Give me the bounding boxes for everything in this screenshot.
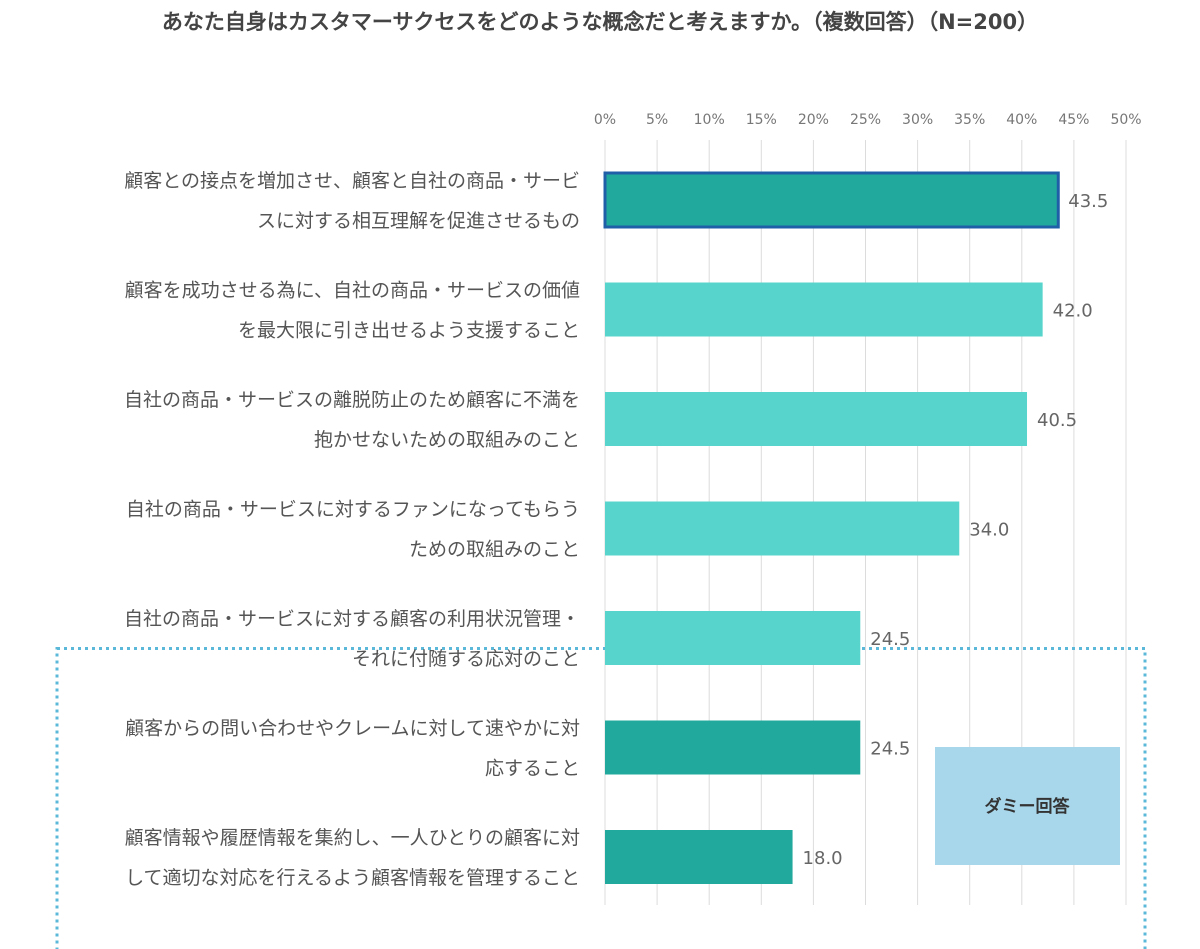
x-tick-label: 35% <box>954 112 985 128</box>
category-label: 顧客情報や履歴情報を集約し、一人ひとりの顧客に対 <box>125 827 580 849</box>
category-labels: 顧客との接点を増加させ、顧客と自社の商品・サービスに対する相互理解を促進させるも… <box>124 170 580 889</box>
x-tick-label: 25% <box>850 112 881 128</box>
bar <box>605 830 793 884</box>
bar <box>605 611 861 665</box>
dummy-answer-box: ダミー回答 <box>935 747 1120 865</box>
category-label: 顧客との接点を増加させ、顧客と自社の商品・サービ <box>124 170 580 192</box>
dummy-answer-group <box>55 647 1147 949</box>
data-label: 24.5 <box>870 629 910 650</box>
data-label: 40.5 <box>1037 410 1077 431</box>
dummy-answer-label: ダミー回答 <box>985 796 1071 817</box>
x-tick-label: 30% <box>902 112 933 128</box>
bar <box>603 171 1060 229</box>
chart-title: あなた自身はカスタマーサクセスをどのような概念だと考えますか。（複数回答）（N=… <box>161 10 1039 34</box>
bars <box>603 171 1060 884</box>
data-label: 34.0 <box>969 520 1009 541</box>
category-label: 応すること <box>485 758 580 780</box>
data-label: 18.0 <box>803 848 843 869</box>
category-label: を最大限に引き出せるよう支援すること <box>238 320 580 342</box>
data-label: 42.0 <box>1053 301 1093 322</box>
category-label: ための取組みのこと <box>409 539 580 561</box>
x-tick-label: 45% <box>1058 112 1089 128</box>
x-tick-label: 0% <box>594 112 616 128</box>
x-tick-label: 10% <box>694 112 725 128</box>
category-label: 抱かせないための取組みのこと <box>314 429 580 451</box>
x-tick-label: 50% <box>1110 112 1141 128</box>
x-tick-label: 5% <box>646 112 668 128</box>
category-label: 自社の商品・サービスに対するファンになってもらう <box>126 499 580 521</box>
category-label: 顧客からの問い合わせやクレームに対して速やかに対 <box>125 718 580 740</box>
category-label: 自社の商品・サービスに対する顧客の利用状況管理・ <box>124 608 580 630</box>
data-label: 43.5 <box>1068 191 1108 212</box>
x-tick-label: 20% <box>798 112 829 128</box>
category-label: 顧客を成功させる為に、自社の商品・サービスの価値 <box>125 280 580 302</box>
x-tick-label: 40% <box>1006 112 1037 128</box>
bar <box>605 392 1028 446</box>
bar <box>605 720 861 775</box>
category-label: して適切な対応を行えるよう顧客情報を管理すること <box>125 867 580 889</box>
data-label: 24.5 <box>870 739 910 760</box>
value-labels: 43.5 42.0 40.5 34.0 24.5 24.5 18.0 <box>803 191 1109 869</box>
category-label: スに対する相互理解を促進させるもの <box>257 210 580 232</box>
bar <box>605 282 1043 337</box>
category-label: それに付随する応対のこと <box>352 648 580 670</box>
dummy-answer-box-bg <box>935 747 1120 865</box>
x-axis-ticks: 0% 5% 10% 15% 20% 25% 30% 35% 40% 45% 50% <box>594 112 1142 128</box>
category-label: 自社の商品・サービスの離脱防止のため顧客に不満を <box>124 389 580 411</box>
x-tick-label: 15% <box>746 112 777 128</box>
bar <box>605 501 960 556</box>
dummy-group-outline <box>55 647 1147 949</box>
